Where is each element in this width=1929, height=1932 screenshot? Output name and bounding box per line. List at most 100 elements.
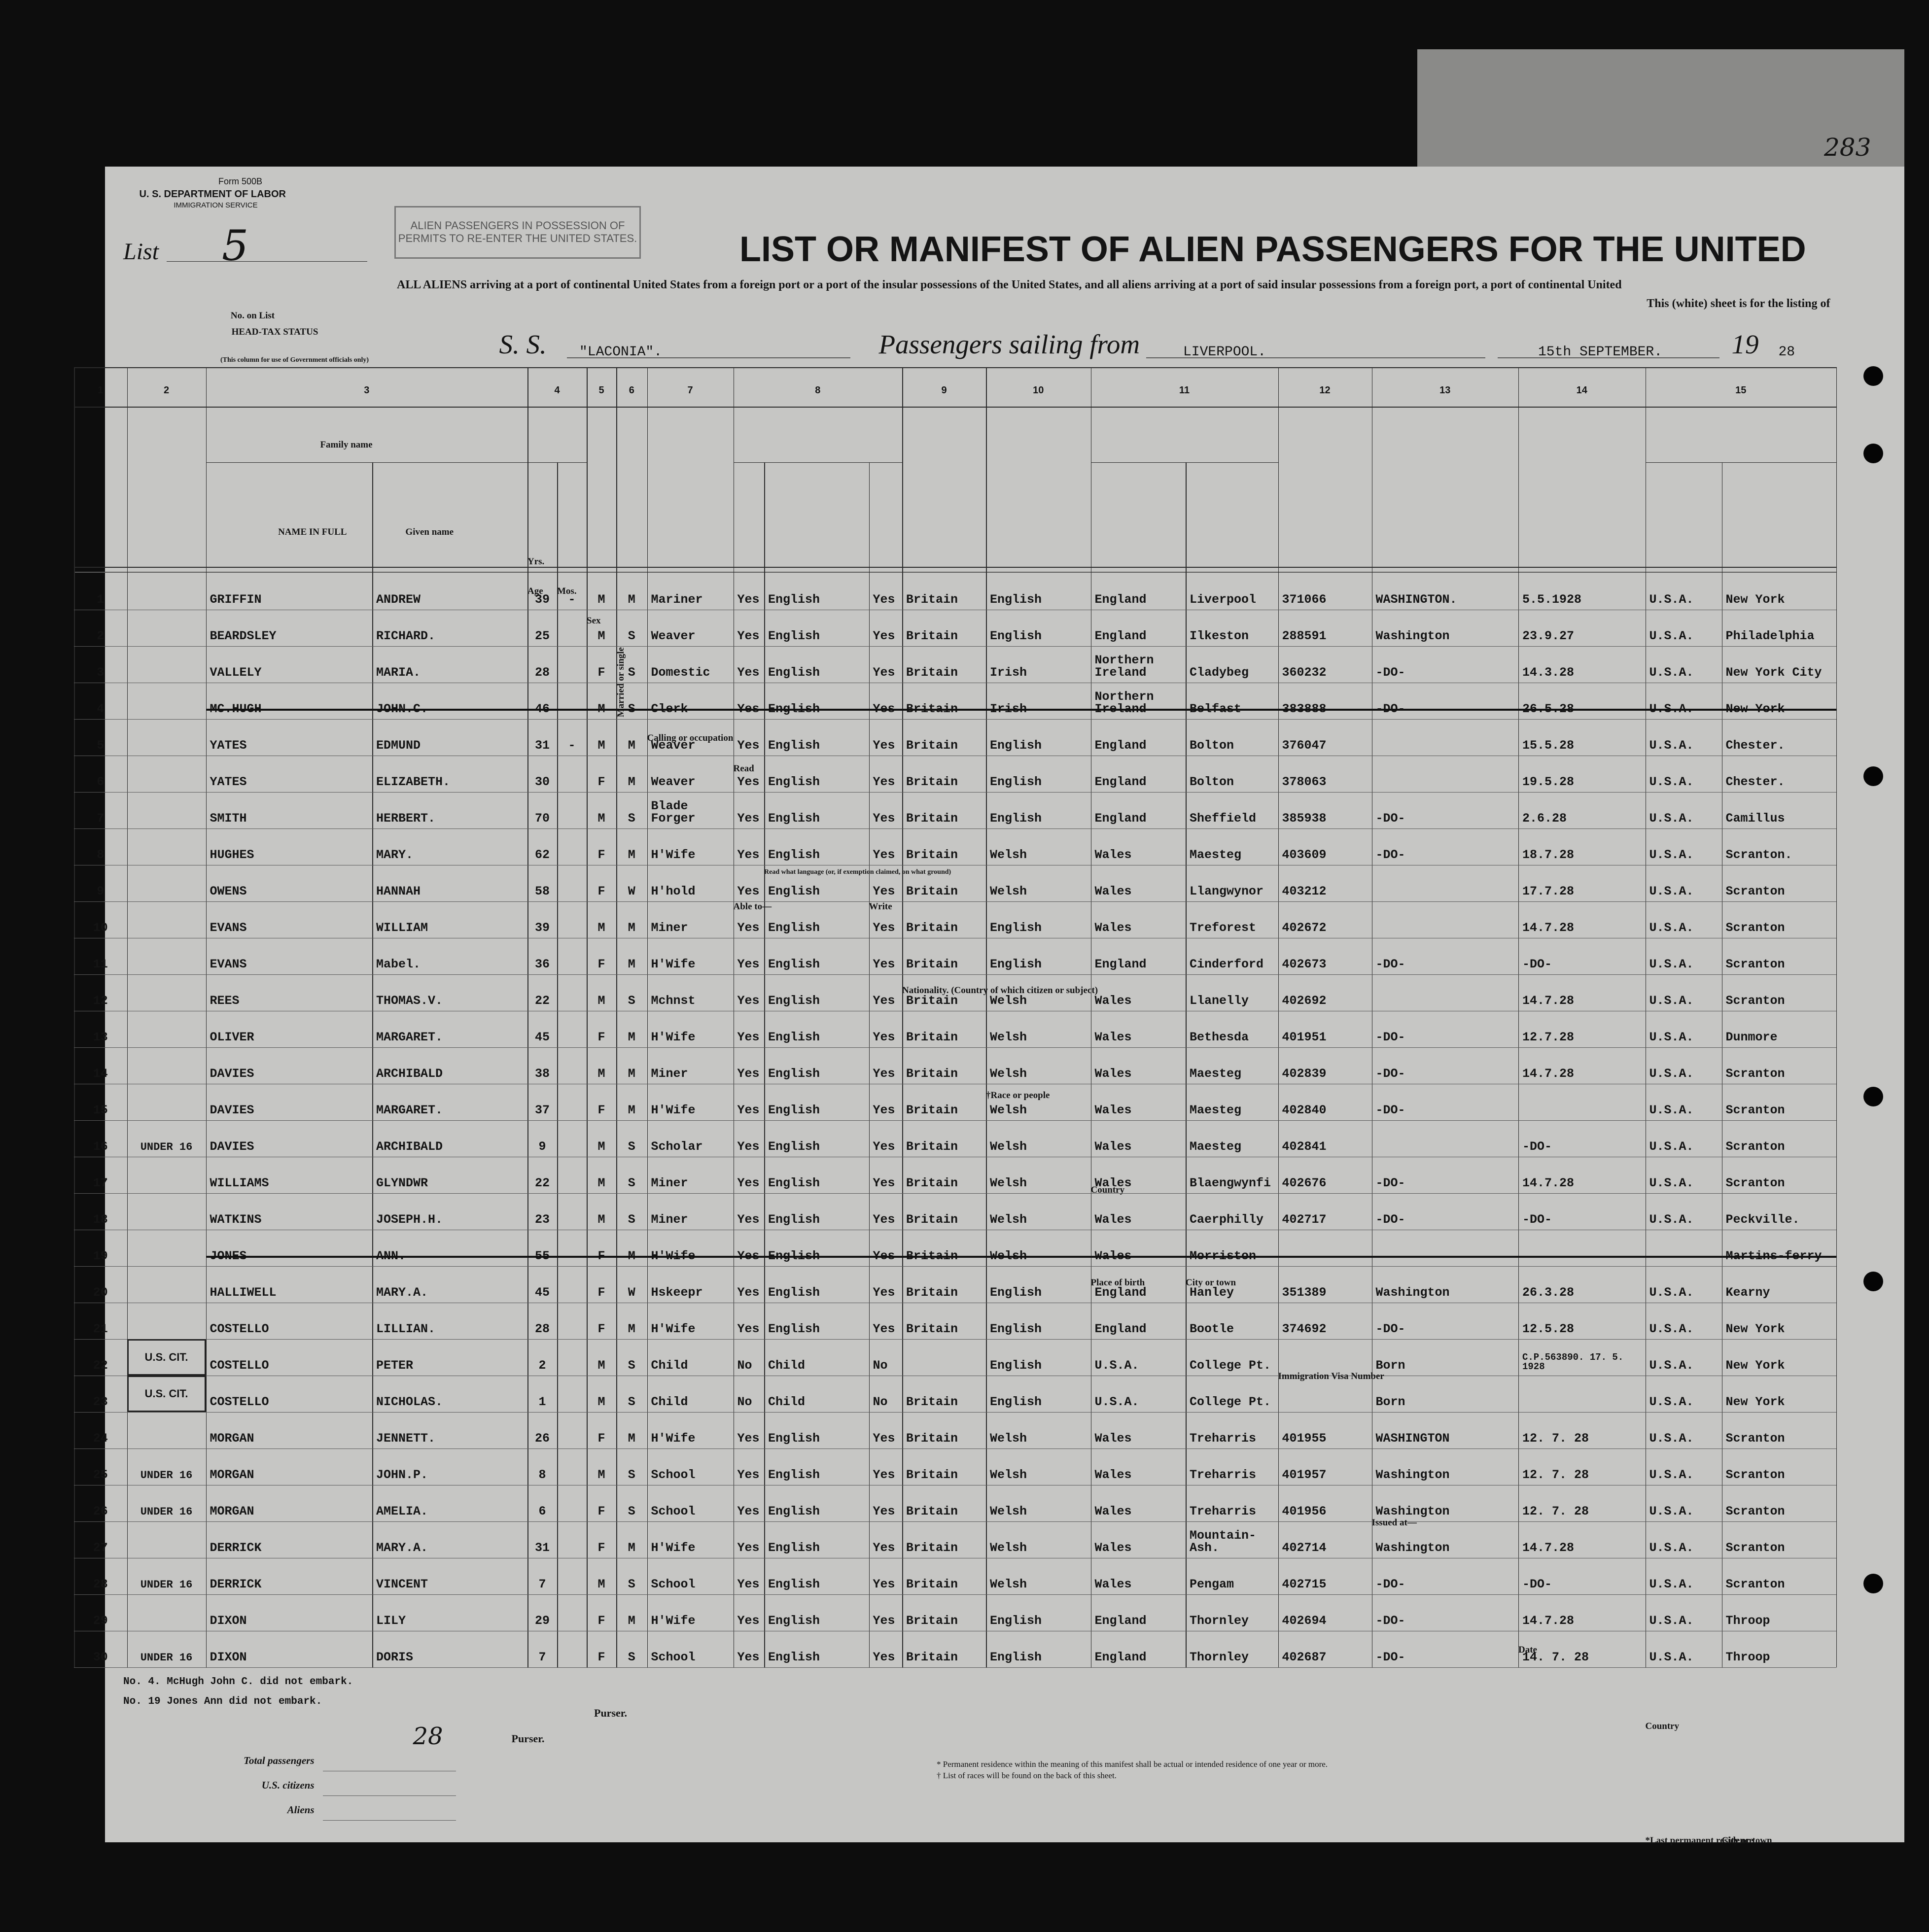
age-years: 62 <box>534 847 550 862</box>
residence-country: U.S.A. <box>1649 592 1694 607</box>
can-write: Yes <box>873 1650 895 1664</box>
visa-issued-at: -DO- <box>1375 1103 1405 1117</box>
read-language: Child <box>768 1394 806 1409</box>
marital-status: M <box>628 738 635 753</box>
family-name: SMITH <box>210 811 247 826</box>
can-write: Yes <box>873 993 895 1008</box>
marital-status: M <box>628 1540 635 1555</box>
visa-number: 360232 <box>1282 665 1327 680</box>
visa-date: 14.7.28 <box>1522 1613 1575 1628</box>
age-years: 45 <box>534 1030 550 1044</box>
residence-country: U.S.A. <box>1649 1066 1694 1081</box>
race: English <box>990 957 1042 971</box>
age-years: 8 <box>538 1467 546 1482</box>
visa-issued-at: -DO- <box>1375 847 1405 862</box>
rule-line <box>74 1412 1836 1413</box>
rule-line <box>74 609 1836 610</box>
residence-city: New York <box>1725 1394 1785 1409</box>
residence-city: Scranton <box>1725 1540 1785 1555</box>
sex: M <box>597 811 605 826</box>
visa-date: 14. 7. 28 <box>1522 1650 1589 1664</box>
visa-number: 371066 <box>1282 592 1327 607</box>
birth-city: Treharris <box>1190 1431 1257 1446</box>
visa-issued-at: -DO- <box>1375 1212 1405 1227</box>
binder-hole <box>1863 444 1883 463</box>
visa-issued-at: WASHINGTON. <box>1375 592 1457 607</box>
visa-number: 402717 <box>1282 1212 1327 1227</box>
visa-date: 5.5.1928 <box>1522 592 1582 607</box>
can-read: Yes <box>737 1431 760 1446</box>
birth-city: Hanley <box>1190 1285 1234 1300</box>
row-number: 6 <box>97 774 105 789</box>
visa-date: 14.7.28 <box>1522 1540 1575 1555</box>
row-number: 16 <box>93 1139 108 1154</box>
read-language: English <box>768 1467 820 1482</box>
can-read: Yes <box>737 665 760 680</box>
birth-city: Maesteg <box>1190 847 1242 862</box>
column-header: Mos. <box>557 586 577 596</box>
birth-country: Wales <box>1094 1467 1132 1482</box>
read-language: English <box>768 993 820 1008</box>
residence-country: U.S.A. <box>1649 811 1694 826</box>
column-header: City or town <box>1186 1277 1236 1288</box>
row-number: 2 <box>97 628 105 643</box>
sex: M <box>597 1175 605 1190</box>
ss-label: S. S. <box>499 329 547 359</box>
birth-city: Llanelly <box>1190 993 1249 1008</box>
column-header: Write <box>869 901 892 912</box>
residence-country: U.S.A. <box>1649 1175 1694 1190</box>
column-header: Issued at— <box>1371 1518 1417 1528</box>
age-years: 36 <box>534 957 550 971</box>
list-label: List <box>123 238 159 265</box>
row-number: 22 <box>93 1358 108 1373</box>
birth-city: Liverpool <box>1190 592 1257 607</box>
residence-city: Scranton <box>1725 1431 1785 1446</box>
column-number: 6 <box>629 385 634 396</box>
occupation: Mchnst <box>651 993 696 1008</box>
rule-line <box>869 462 870 1667</box>
can-write: Yes <box>873 1577 895 1591</box>
race: Welsh <box>990 884 1027 898</box>
marital-status: S <box>628 1139 635 1154</box>
residence-city: Throop <box>1725 1650 1770 1664</box>
rule-line <box>74 1339 1836 1340</box>
can-read: Yes <box>737 1613 760 1628</box>
race: Irish <box>986 683 1091 719</box>
paper-sheet <box>105 166 1904 1842</box>
total-handwritten: 28 <box>413 1723 443 1750</box>
column-header: Read what language (or, if exemption cla… <box>764 868 951 876</box>
read-language: English <box>768 592 820 607</box>
given-name: LILLIAN. <box>376 1321 436 1336</box>
residence-city: Dunmore <box>1725 1030 1778 1044</box>
birth-country: Wales <box>1094 1540 1132 1555</box>
birth-city: Llangwynor <box>1190 884 1264 898</box>
rule-line <box>1090 462 1278 463</box>
column-number: 12 <box>1319 385 1331 396</box>
rule-line <box>1497 357 1719 358</box>
row-number: 24 <box>93 1431 108 1446</box>
visa-number: 402673 <box>1282 957 1327 971</box>
visa-issued-at: -DO- <box>1375 1175 1405 1190</box>
can-read: Yes <box>737 1540 760 1555</box>
head-tax-status: UNDER 16 <box>140 1469 193 1482</box>
rule-line <box>587 367 588 1667</box>
rule-line <box>74 1266 1836 1267</box>
rule-line <box>74 901 1836 902</box>
form-number: Form 500B <box>218 176 263 186</box>
occupation: Weaver <box>651 738 696 753</box>
nationality: Britain <box>902 1230 986 1266</box>
nationality: Britain <box>906 592 958 607</box>
residence-country: U.S.A. <box>1649 1321 1694 1336</box>
totals-label: Total passengers <box>244 1755 315 1766</box>
visa-date: 15.5.28 <box>1522 738 1575 753</box>
rule-line <box>323 1795 456 1796</box>
given-name: JOSEPH.H. <box>376 1212 443 1227</box>
residence-country: U.S.A. <box>1649 993 1694 1008</box>
visa-number: 402839 <box>1282 1066 1327 1081</box>
given-name: JOHN.C. <box>372 683 527 719</box>
race: English <box>990 1358 1042 1373</box>
rule-line <box>74 1156 1836 1157</box>
column-header: NAME IN FULL <box>278 527 347 537</box>
rule-line <box>74 1083 1836 1084</box>
marital-status: M <box>628 1066 635 1081</box>
